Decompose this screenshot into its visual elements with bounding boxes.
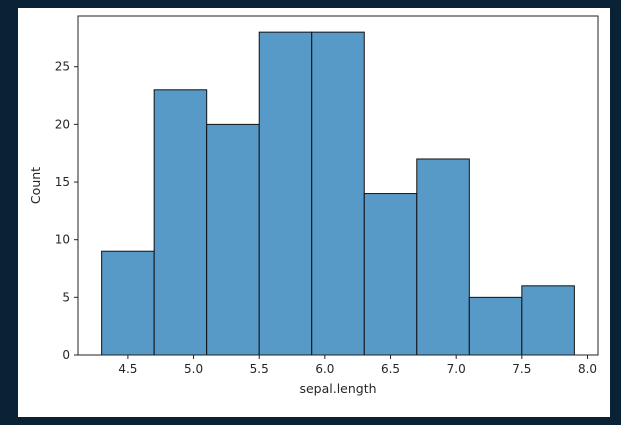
x-tick-label: 7.5 [512,362,531,376]
histogram-bar [206,123,260,356]
histogram-chart: 4.5 5.0 5.5 6.0 6.5 7.0 7.5 8.0 0 5 10 15 20 25 sepa… [28,15,599,396]
y-tick-label: 25 [55,60,70,74]
y-tick-label: 0 [62,348,70,362]
histogram-bar [416,158,470,356]
histogram-bar [468,296,523,356]
y-axis-ticks: 0 5 10 15 20 25 [55,60,78,362]
x-tick-label: 8.0 [578,362,597,376]
histogram-bar [101,250,155,356]
x-tick-label: 6.0 [315,362,334,376]
x-axis-label: sepal.length [299,381,376,396]
x-tick-label: 7.0 [447,362,466,376]
histogram-bar [363,193,418,356]
x-tick-label: 5.5 [250,362,269,376]
histogram-bar [153,89,208,356]
x-tick-label: 4.5 [118,362,137,376]
x-tick-label: 5.0 [184,362,203,376]
chart-figure: 4.5 5.0 5.5 6.0 6.5 7.0 7.5 8.0 0 5 10 15 20 25 sepa… [18,8,610,417]
y-tick-label: 15 [55,175,70,189]
bars-group [101,31,575,356]
x-tick-label: 6.5 [381,362,400,376]
histogram-bar [258,31,313,356]
y-tick-label: 5 [62,290,70,304]
y-axis-label: Count [28,167,43,204]
y-tick-label: 10 [55,233,70,247]
y-tick-label: 20 [55,117,70,131]
axes-frame [77,15,599,356]
x-axis-ticks: 4.5 5.0 5.5 6.0 6.5 7.0 7.5 8.0 [118,355,597,376]
histogram-bar [311,31,365,356]
histogram-bar [521,285,575,356]
